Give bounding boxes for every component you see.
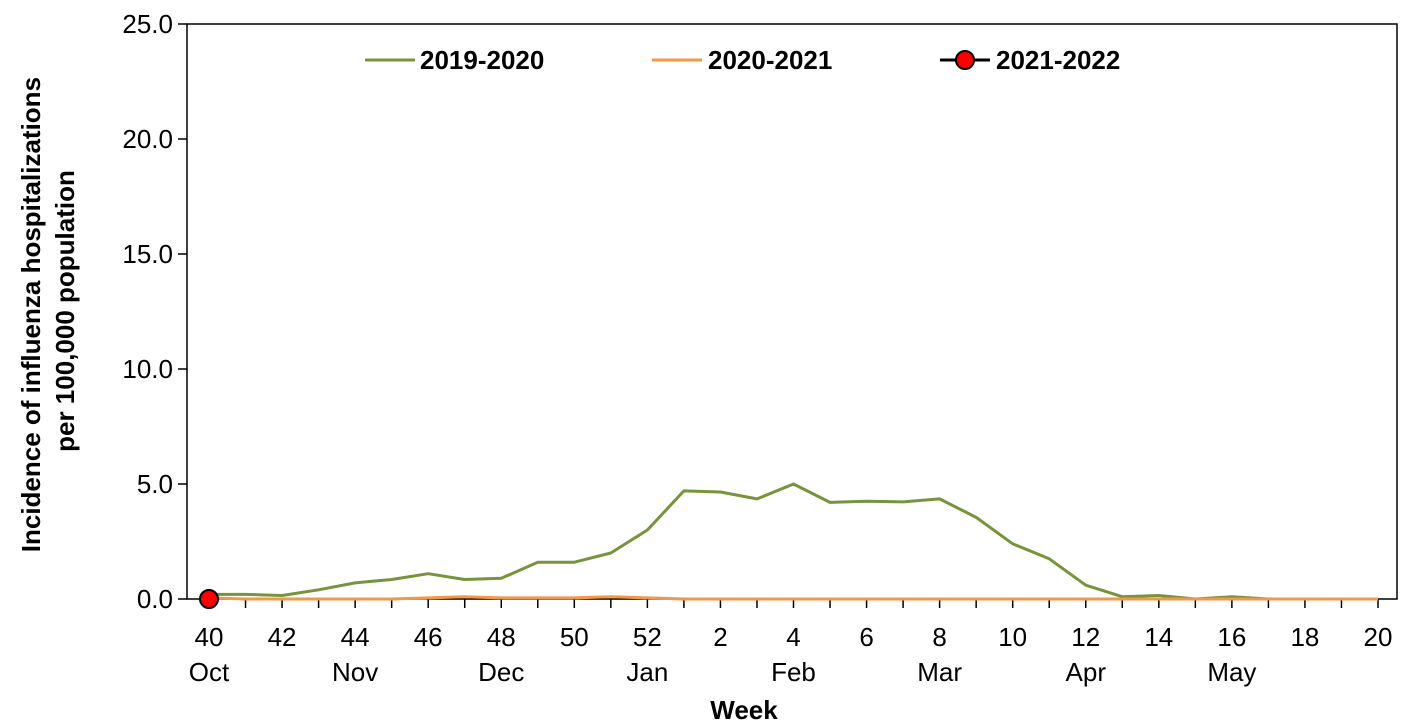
- month-label: Feb: [771, 657, 816, 687]
- x-axis-title: Week: [710, 695, 778, 724]
- plot-area: [186, 23, 1398, 600]
- month-label: Jan: [626, 657, 668, 687]
- y-tick-label: 0.0: [137, 584, 173, 614]
- x-tick-label: 46: [414, 622, 443, 652]
- x-tick-label: 44: [341, 622, 370, 652]
- x-tick-label: 14: [1144, 622, 1173, 652]
- x-tick-label: 12: [1071, 622, 1100, 652]
- y-axis-title: Incidence of influenza hospitalizations …: [16, 70, 80, 553]
- series-layer: [199, 482, 1378, 609]
- y-axis-title-line-1: Incidence of influenza hospitalizations: [16, 77, 46, 552]
- y-tick-label: 10.0: [122, 354, 173, 384]
- x-tick-label: 6: [859, 622, 873, 652]
- month-label: Dec: [478, 657, 524, 687]
- x-tick-label: 50: [560, 622, 589, 652]
- month-label: Apr: [1066, 657, 1107, 687]
- legend-entry: 2020-2021: [708, 45, 832, 75]
- y-tick-label: 25.0: [122, 9, 173, 39]
- month-label: May: [1207, 657, 1256, 687]
- month-label: Oct: [189, 657, 230, 687]
- x-axis: 40 42 44 46 48 50 52 2 4 6 8 10 12 14 16 18 20: [195, 599, 1393, 652]
- series-line-2020-2021: [208, 595, 1378, 601]
- x-tick-label: 4: [786, 622, 800, 652]
- y-axis: 0.0 5.0 10.0 15.0 20.0 25.0: [122, 9, 187, 614]
- x-tick-label: 8: [932, 622, 946, 652]
- y-axis-title-line-2: per 100,000 population: [50, 170, 80, 452]
- x-tick-label: 20: [1364, 622, 1393, 652]
- y-tick-label: 15.0: [122, 239, 173, 269]
- y-tick-label: 5.0: [137, 469, 173, 499]
- legend: 2019-2020 2020-2021 2021-2022: [365, 45, 1120, 75]
- x-tick-label: 18: [1290, 622, 1319, 652]
- month-label: Nov: [332, 657, 378, 687]
- legend-swatch-marker: [955, 50, 975, 70]
- x-tick-label: 10: [998, 622, 1027, 652]
- x-tick-label: 48: [487, 622, 516, 652]
- y-tick-label: 20.0: [122, 124, 173, 154]
- x-tick-label: 52: [633, 622, 662, 652]
- legend-entry: 2019-2020: [420, 45, 544, 75]
- month-label: Mar: [917, 657, 962, 687]
- x-tick-label: 42: [268, 622, 297, 652]
- data-point-2021-2022: [199, 589, 219, 609]
- x-tick-label: 2: [713, 622, 727, 652]
- x-tick-label: 40: [195, 622, 224, 652]
- x-tick-label: 16: [1217, 622, 1246, 652]
- month-labels: Oct Nov Dec Jan Feb Mar Apr May: [189, 657, 1257, 687]
- legend-entry: 2021-2022: [996, 45, 1120, 75]
